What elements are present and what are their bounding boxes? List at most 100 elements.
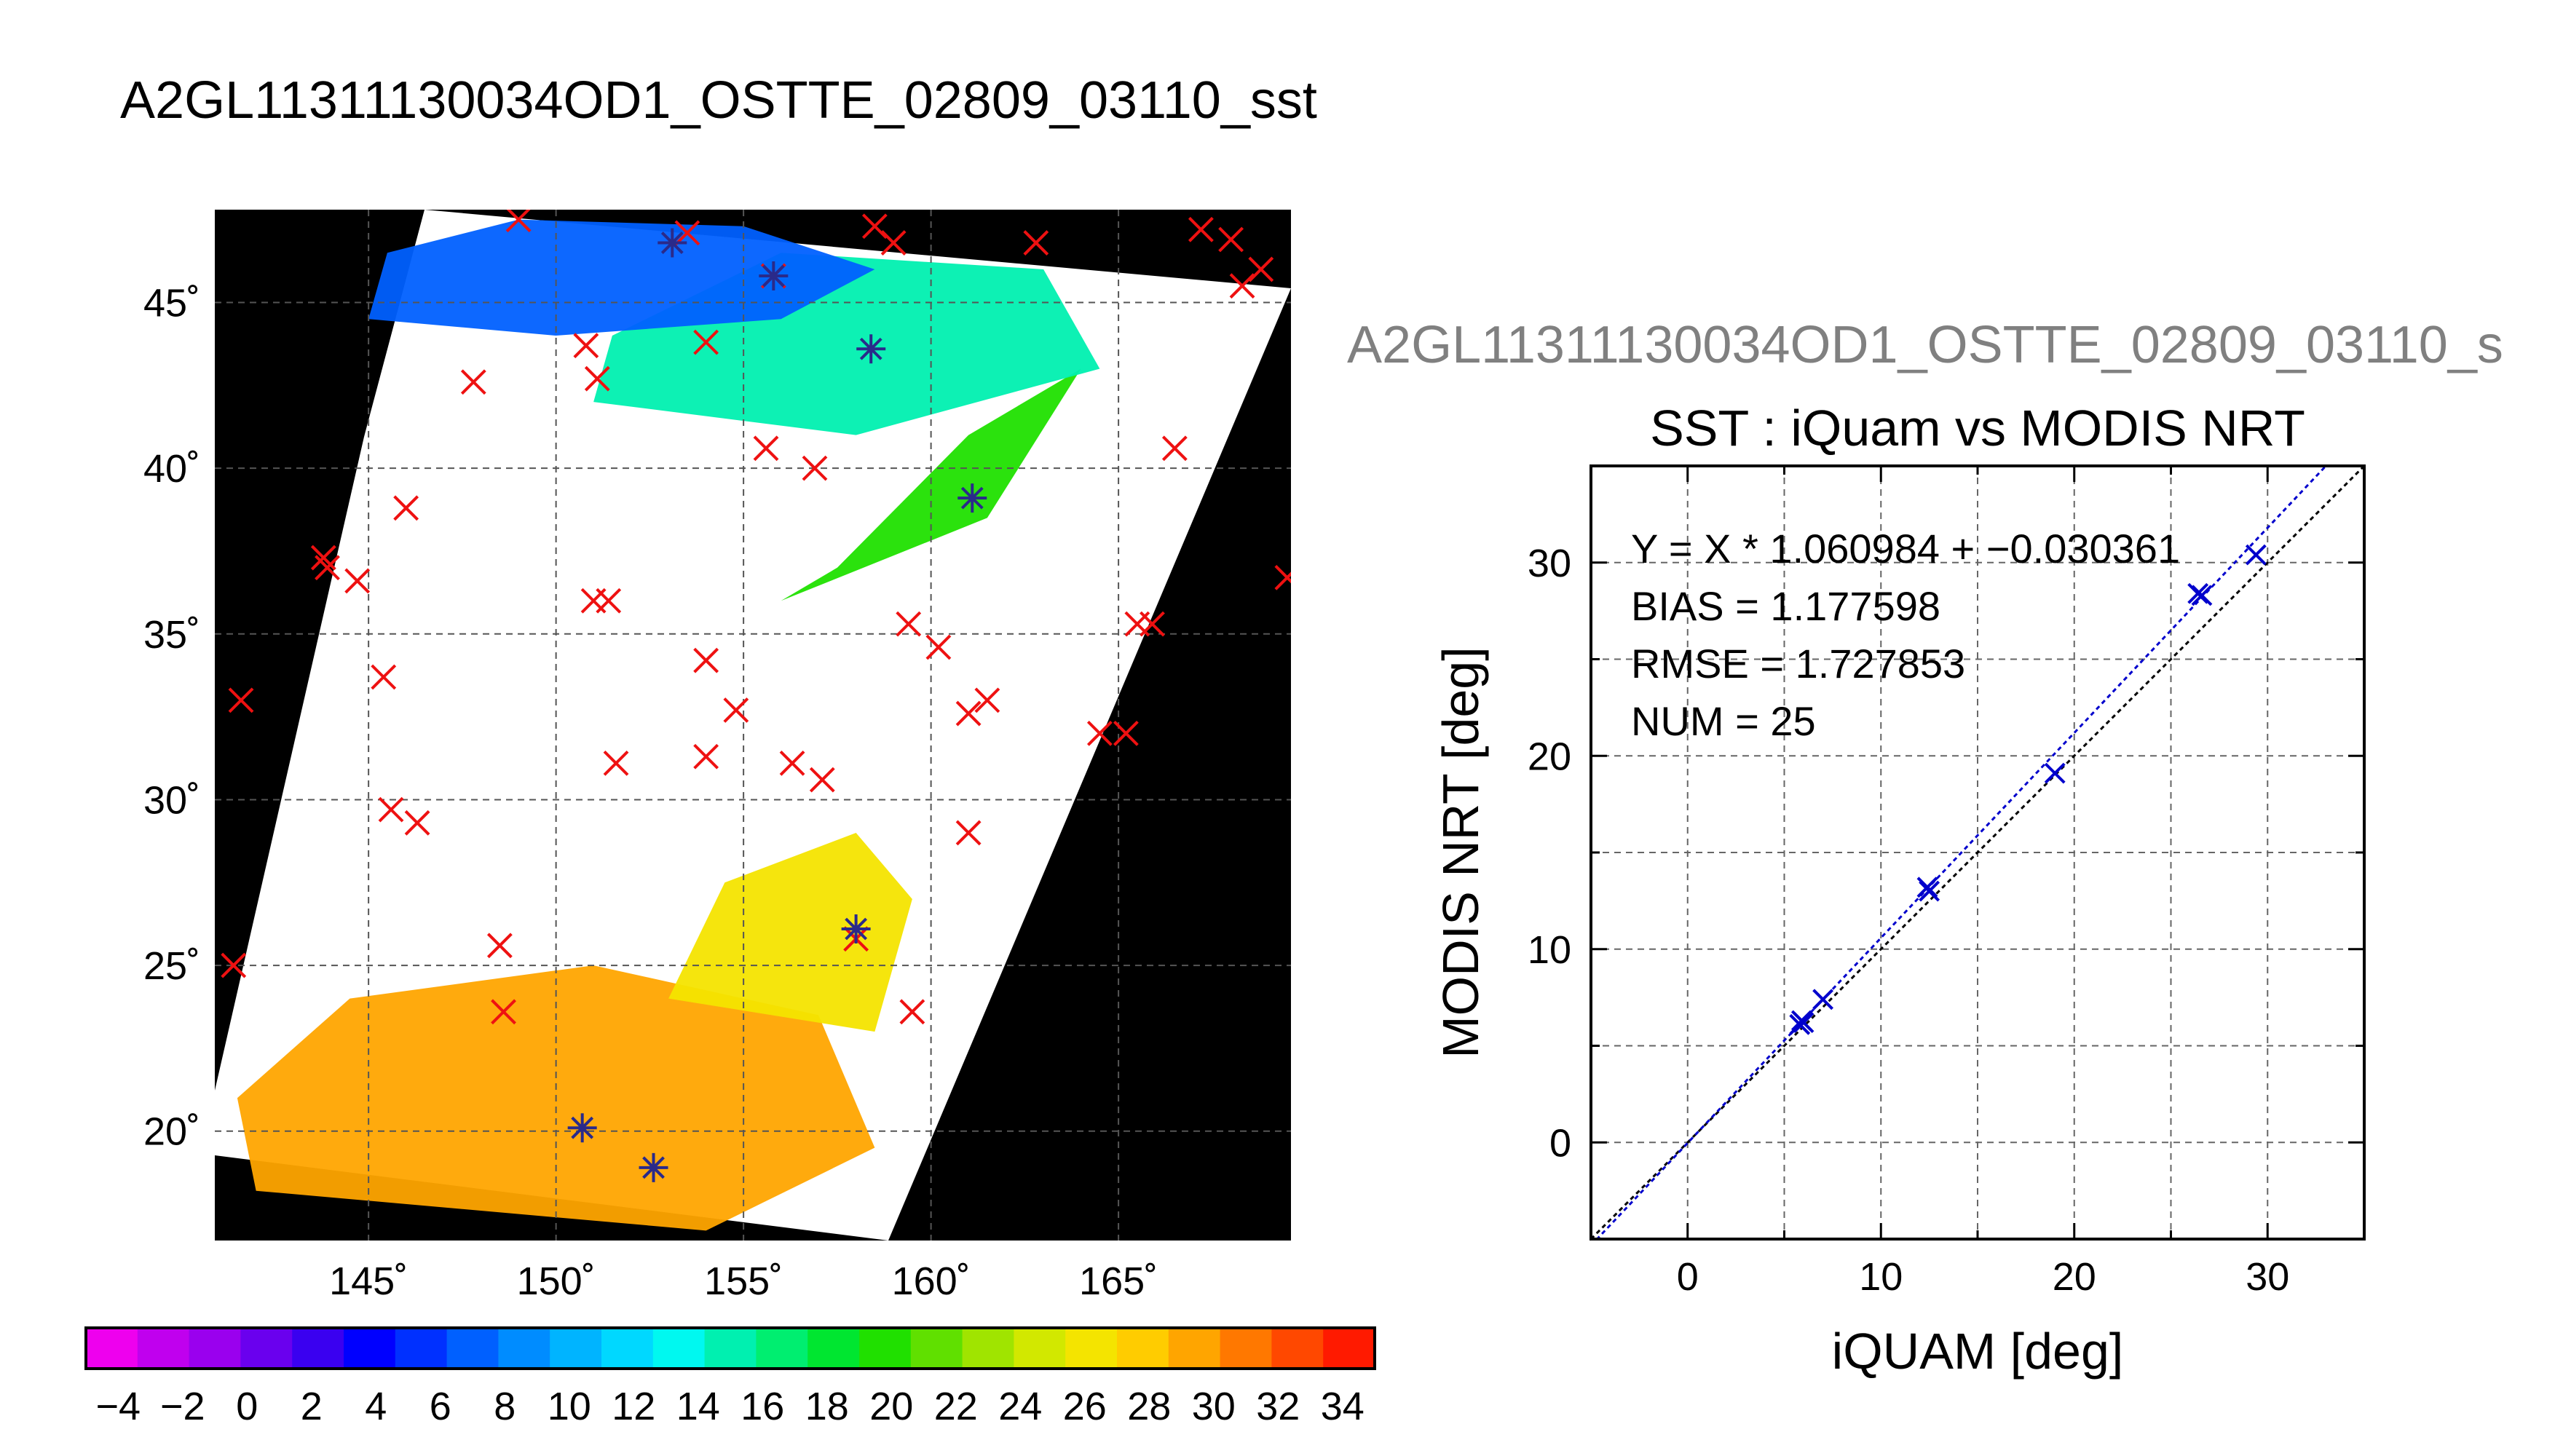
map-x-tick-label: 145˚ bbox=[329, 1259, 408, 1303]
scatter-y-tick-label: 30 bbox=[1528, 542, 1571, 585]
map-x-marker bbox=[1188, 216, 1214, 242]
map-star-marker bbox=[567, 1113, 597, 1143]
scatter-grid bbox=[1591, 466, 2364, 1239]
colorbar-cell bbox=[344, 1328, 396, 1369]
colorbar-cells bbox=[86, 1328, 1375, 1369]
map-star-marker bbox=[856, 334, 886, 364]
scatter-y-tick-label: 20 bbox=[1528, 735, 1571, 778]
colorbar-cell bbox=[86, 1328, 138, 1369]
colorbar-tick-label: −2 bbox=[160, 1385, 205, 1428]
map-x-marker bbox=[925, 634, 952, 660]
map-y-tick-label: 35˚ bbox=[143, 613, 200, 657]
colorbar-tick-label: 8 bbox=[494, 1385, 516, 1428]
scatter-annotation: NUM = 25 bbox=[1631, 698, 1816, 744]
scatter-point bbox=[1793, 1012, 1814, 1034]
map-star-marker bbox=[639, 1152, 668, 1182]
map-x-marker bbox=[393, 495, 419, 521]
scatter-points bbox=[1789, 544, 2267, 1035]
scatter-reference-lines bbox=[1591, 466, 2364, 1239]
map-star-marker bbox=[759, 261, 789, 291]
colorbar-tick-label: 16 bbox=[741, 1385, 784, 1428]
scatter-point bbox=[2191, 585, 2213, 606]
map-x-marker bbox=[584, 365, 610, 392]
colorbar-tick-label: 2 bbox=[301, 1385, 323, 1428]
sst-region-green bbox=[781, 368, 1081, 601]
map-y-tick-label: 25˚ bbox=[143, 944, 200, 988]
map-y-tick-label: 40˚ bbox=[143, 447, 200, 491]
colorbar-cell bbox=[446, 1328, 499, 1369]
scatter-y-axis-label: MODIS NRT [deg] bbox=[1432, 646, 1489, 1058]
colorbar-tick-label: 6 bbox=[430, 1385, 451, 1428]
page-title: A2GL11311130034OD1_OSTTE_02809_03110_sst bbox=[120, 71, 1317, 130]
map-x-marker bbox=[1161, 435, 1188, 462]
map-x-marker bbox=[880, 230, 907, 256]
sst-colorbar: −4 −2 0 2 4 6 8 10 12 14 16 18 20 22 24 26 28 30 32 34 bbox=[84, 1326, 1376, 1428]
colorbar-tick-labels: −4 −2 0 2 4 6 8 10 12 14 16 18 20 22 24 26 28 30 32 34 bbox=[95, 1385, 1364, 1428]
map-star-marker bbox=[957, 483, 987, 513]
colorbar-cell bbox=[1117, 1328, 1169, 1369]
colorbar-cell bbox=[292, 1328, 344, 1369]
colorbar-frame bbox=[84, 1326, 1376, 1370]
map-x-marker bbox=[344, 568, 371, 594]
map-x-marker bbox=[693, 743, 719, 769]
map-x-marker bbox=[1113, 720, 1139, 746]
map-x-marker bbox=[491, 999, 516, 1025]
map-y-tick-label: 45˚ bbox=[143, 281, 200, 325]
colorbar-cell bbox=[1014, 1328, 1066, 1369]
colorbar-cell bbox=[859, 1328, 912, 1369]
map-x-marker bbox=[603, 750, 629, 776]
map-y-tick-label: 30˚ bbox=[143, 778, 200, 822]
map-x-tick-label: 160˚ bbox=[892, 1259, 971, 1303]
colorbar-tick-label: 12 bbox=[612, 1385, 655, 1428]
scatter-y-tick-label: 0 bbox=[1549, 1121, 1571, 1165]
map-x-marker bbox=[779, 750, 805, 776]
colorbar-cell bbox=[910, 1328, 963, 1369]
colorbar-cell bbox=[240, 1328, 293, 1369]
map-x-marker bbox=[955, 820, 982, 846]
map-x-marker bbox=[221, 952, 247, 978]
map-x-marker bbox=[378, 796, 404, 823]
colorbar-cell bbox=[807, 1328, 860, 1369]
colorbar-cell bbox=[189, 1328, 241, 1369]
map-x-tick-label: 155˚ bbox=[704, 1259, 783, 1303]
scatter-x-axis-label: iQUAM [deg] bbox=[1832, 1323, 2124, 1380]
map-x-marker bbox=[809, 767, 835, 793]
sst-map-chart: 145˚ 150˚ 155˚ 160˚ 165˚ 45˚ 40˚ 35˚ 30˚ 25˚ 20˚ bbox=[143, 210, 1291, 1303]
map-x-marker bbox=[505, 210, 532, 233]
map-x-tick-label: 165˚ bbox=[1079, 1259, 1158, 1303]
colorbar-tick-label: 32 bbox=[1256, 1385, 1300, 1428]
map-x-marker bbox=[1229, 273, 1255, 299]
colorbar-tick-label: 4 bbox=[365, 1385, 387, 1428]
colorbar-tick-label: 0 bbox=[236, 1385, 258, 1428]
map-tick-labels: 145˚ 150˚ 155˚ 160˚ 165˚ 45˚ 40˚ 35˚ 30˚ 25˚ 20˚ bbox=[143, 281, 1158, 1303]
colorbar-tick-label: 26 bbox=[1063, 1385, 1107, 1428]
colorbar-cell bbox=[601, 1328, 654, 1369]
map-x-tick-label: 150˚ bbox=[517, 1259, 596, 1303]
scatter-annotations: Y = X * 1.060984 + −0.030361 BIAS = 1.177… bbox=[1631, 526, 2180, 744]
map-x-marker bbox=[315, 555, 340, 581]
map-x-marker bbox=[955, 700, 982, 727]
scatter-x-tick-label: 10 bbox=[1859, 1255, 1903, 1299]
colorbar-cell bbox=[498, 1328, 550, 1369]
colorbar-tick-label: 10 bbox=[548, 1385, 591, 1428]
scatter-point bbox=[1919, 880, 1940, 902]
scatter-point bbox=[1812, 989, 1834, 1010]
map-markers bbox=[221, 210, 1291, 1182]
sst-region-yellow bbox=[668, 832, 912, 1032]
map-x-marker bbox=[802, 455, 828, 481]
scatter-subtitle: A2GL11311130034OD1_OSTTE_02809_03110_s bbox=[1347, 316, 2503, 374]
map-x-marker bbox=[371, 664, 397, 690]
colorbar-cell bbox=[1323, 1328, 1375, 1369]
map-x-marker bbox=[974, 687, 1000, 713]
map-star-marker bbox=[657, 228, 687, 258]
map-x-marker bbox=[1023, 230, 1049, 256]
colorbar-cell bbox=[1220, 1328, 1272, 1369]
one-to-one-line bbox=[1591, 466, 2364, 1239]
regression-fit-line bbox=[1595, 466, 2328, 1239]
colorbar-tick-label: 14 bbox=[676, 1385, 720, 1428]
scatter-ticks: 0 10 20 30 0 10 20 30 bbox=[1528, 466, 2364, 1299]
map-x-marker bbox=[1086, 720, 1113, 746]
map-x-marker bbox=[1274, 564, 1291, 590]
colorbar-cell bbox=[1168, 1328, 1221, 1369]
colorbar-cell bbox=[962, 1328, 1014, 1369]
